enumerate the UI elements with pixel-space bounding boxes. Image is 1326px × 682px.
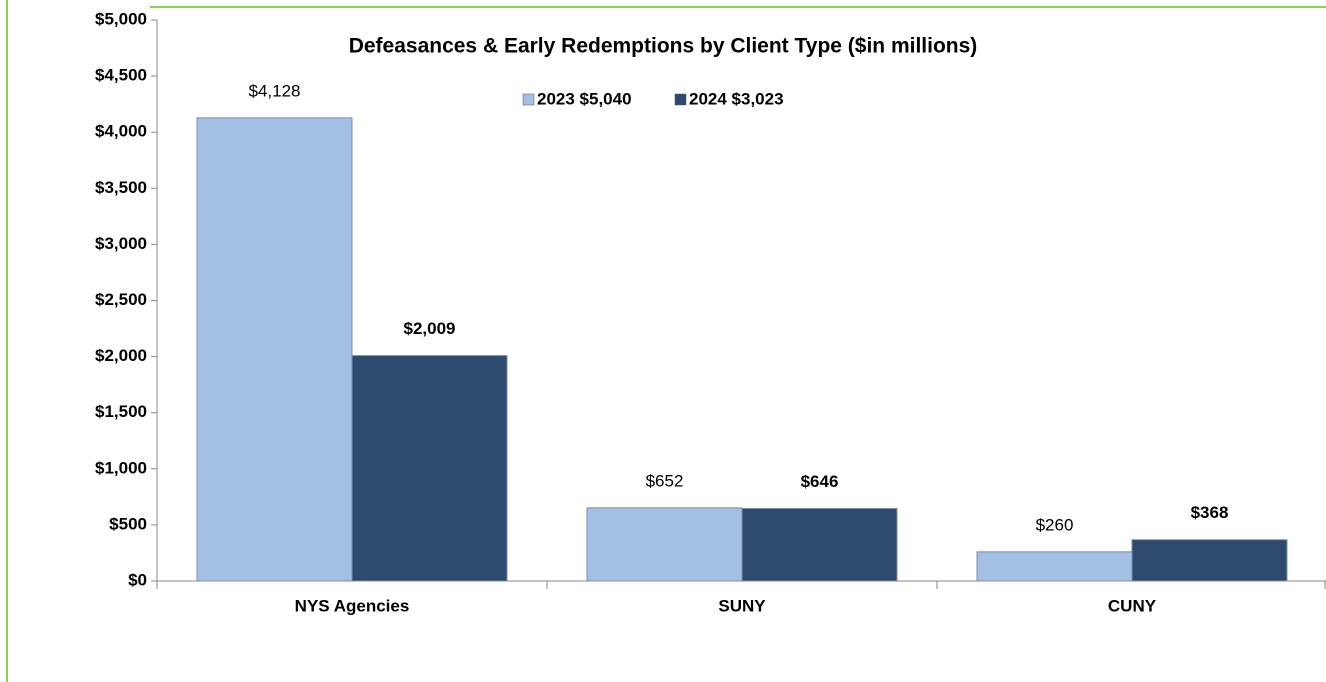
y-tick-label: $2,500 xyxy=(95,290,147,309)
bar xyxy=(741,508,898,582)
value-label: $2,009 xyxy=(404,319,456,338)
bar xyxy=(196,117,353,582)
y-tick-label: $1,000 xyxy=(95,458,147,477)
y-tick-label: $0 xyxy=(128,570,147,589)
y-tick-label: $4,500 xyxy=(95,66,147,85)
value-label: $368 xyxy=(1191,503,1229,522)
x-tick-label: SUNY xyxy=(718,596,766,615)
legend-swatch xyxy=(674,93,687,106)
legend-label: 2023 $5,040 xyxy=(537,89,632,108)
chart-title: Defeasances & Early Redemptions by Clien… xyxy=(349,35,978,58)
value-label: $260 xyxy=(1036,515,1074,534)
value-label: $646 xyxy=(801,472,839,491)
bar xyxy=(586,507,743,582)
value-label: $652 xyxy=(646,471,684,490)
value-label: $4,128 xyxy=(249,81,301,100)
y-tick-label: $500 xyxy=(109,514,147,533)
y-tick-label: $3,500 xyxy=(95,178,147,197)
x-tick-label: CUNY xyxy=(1108,596,1157,615)
y-tick-label: $5,000 xyxy=(95,9,147,28)
y-tick-label: $4,000 xyxy=(95,122,147,141)
legend-swatch xyxy=(522,93,535,106)
y-tick-label: $2,000 xyxy=(95,346,147,365)
legend-label: 2024 $3,023 xyxy=(689,89,784,108)
bar xyxy=(351,355,508,582)
x-tick-label: NYS Agencies xyxy=(295,596,410,615)
bar xyxy=(1131,539,1288,582)
bar xyxy=(976,551,1133,582)
y-tick-label: $1,500 xyxy=(95,402,147,421)
y-tick-label: $3,000 xyxy=(95,234,147,253)
